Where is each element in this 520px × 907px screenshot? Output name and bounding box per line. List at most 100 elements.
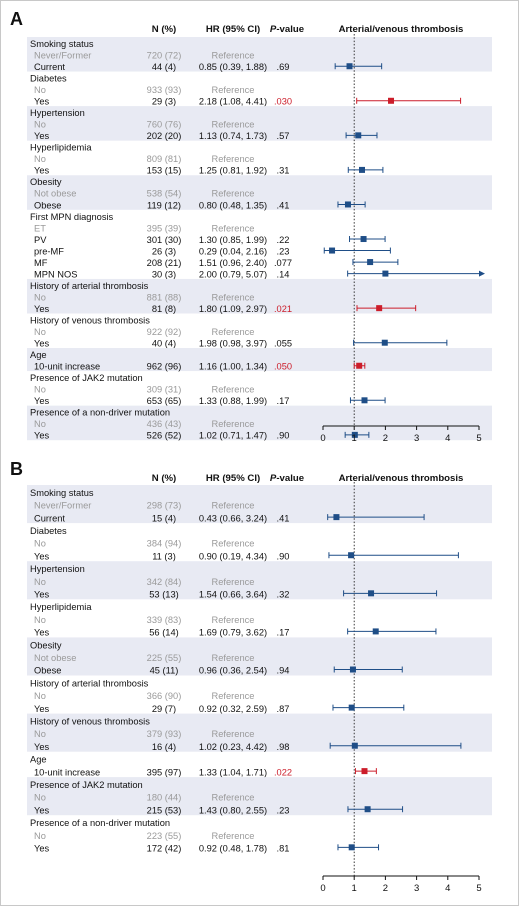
row-label: Yes (34, 431, 50, 441)
row-hr: 1.54 (0.66, 3.64) (199, 590, 267, 600)
row-hr: Reference (212, 577, 255, 587)
plot-title: Arterial/venous thrombosis (339, 24, 464, 35)
point-estimate (368, 590, 375, 597)
row-hr: Reference (212, 223, 255, 233)
row-label: No (34, 831, 46, 841)
row-hr: Reference (212, 615, 255, 625)
column-header-hr: HR (95% CI) (206, 24, 260, 35)
group-band (27, 175, 492, 210)
row-hr: Reference (212, 51, 255, 61)
row-p-value: .23 (277, 805, 290, 815)
row-label: No (34, 154, 46, 164)
point-estimate (348, 552, 355, 559)
row-label: 10-unit increase (34, 767, 100, 777)
row-label: Yes (34, 551, 50, 561)
row-n: 45 (11) (150, 666, 179, 676)
point-estimate (388, 97, 395, 104)
row-hr: 1.33 (0.88, 1.99) (199, 396, 267, 406)
row-hr: Reference (212, 653, 255, 663)
point-estimate (355, 132, 362, 139)
x-axis: 0 1 2 3 4 5 (320, 425, 482, 444)
group-label: Obesity (30, 177, 62, 187)
row-label: MPN NOS (34, 269, 77, 279)
row-hr: 0.85 (0.39, 1.88) (199, 62, 267, 72)
group-band (27, 37, 492, 72)
row-n: 720 (72) (147, 51, 182, 61)
row-p-value: .94 (277, 666, 290, 676)
row-label: No (34, 292, 46, 302)
row-label: Yes (34, 131, 50, 141)
row-hr: Reference (212, 327, 255, 337)
row-n: 962 (96) (147, 362, 182, 372)
column-header-hr: HR (95% CI) (206, 473, 260, 484)
row-p-value: .17 (277, 628, 290, 638)
x-tick-label: 4 (445, 883, 450, 894)
row-hr: Reference (212, 120, 255, 130)
ci-arrow (479, 270, 485, 277)
row-hr: Reference (212, 154, 255, 164)
row-n: 342 (84) (147, 577, 182, 587)
point-estimate (346, 63, 353, 70)
row-p-value: .41 (277, 200, 290, 210)
row-label: No (34, 691, 46, 701)
row-hr: Reference (212, 292, 255, 302)
point-estimate (361, 397, 368, 404)
group-label: Diabetes (30, 74, 67, 84)
row-label: PV (34, 235, 47, 245)
column-header-n: N (%) (152, 473, 177, 484)
column-header-n: N (%) (152, 24, 177, 35)
row-label: Yes (34, 97, 50, 107)
row-p-value: .14 (277, 269, 290, 279)
row-n: 208 (21) (147, 258, 182, 268)
row-label: Yes (34, 805, 50, 815)
row-hr: Reference (212, 539, 255, 549)
row-p-value: .050 (274, 362, 292, 372)
row-n: 53 (13) (149, 590, 178, 600)
x-tick-label: 0 (320, 883, 325, 894)
row-label: No (34, 327, 46, 337)
group-label: History of arterial thrombosis (30, 678, 149, 688)
row-hr: 1.13 (0.74, 1.73) (199, 131, 267, 141)
row-n: 215 (53) (147, 805, 182, 815)
point-estimate (351, 431, 358, 438)
row-label: Current (34, 62, 65, 72)
group-label: Hyperlipidemia (30, 143, 92, 153)
row-p-value: .98 (277, 742, 290, 752)
group-label: Hyperlipidemia (30, 602, 92, 612)
row-label: ET (34, 223, 46, 233)
row-n: 119 (12) (147, 200, 181, 210)
row-p-value: .90 (277, 431, 290, 441)
group-band (27, 106, 492, 141)
row-p-value: .41 (277, 513, 290, 523)
row-hr: 2.00 (0.79, 5.07) (199, 269, 267, 279)
row-n: 339 (83) (147, 615, 182, 625)
row-p-value: .90 (277, 551, 290, 561)
point-estimate (361, 768, 368, 775)
row-n: 309 (31) (147, 385, 182, 395)
row-label: Yes (34, 844, 50, 854)
row-label: No (34, 577, 46, 587)
row-label: Yes (34, 166, 50, 176)
panel-letter: A (10, 9, 23, 29)
group-label: History of venous thrombosis (30, 717, 150, 727)
row-n: 81 (8) (152, 304, 176, 314)
group-band (27, 405, 492, 441)
row-label: No (34, 793, 46, 803)
row-n: 15 (4) (152, 513, 176, 523)
row-n: 760 (76) (147, 120, 182, 130)
row-hr: 0.96 (0.36, 2.54) (199, 666, 267, 676)
row-p-value: .81 (277, 844, 290, 854)
x-tick-label: 1 (352, 433, 357, 444)
row-label: Yes (34, 339, 50, 349)
point-estimate (344, 201, 351, 208)
row-n: 153 (15) (147, 166, 182, 176)
p-italic: P (270, 473, 277, 484)
row-hr: Reference (212, 385, 255, 395)
group-label: Presence of a non-driver mutation (30, 408, 170, 418)
row-label: pre-MF (34, 246, 64, 256)
point-estimate (367, 259, 374, 266)
row-n: 933 (93) (147, 85, 182, 95)
point-estimate (364, 806, 371, 813)
row-hr: 0.80 (0.48, 1.35) (199, 200, 267, 210)
